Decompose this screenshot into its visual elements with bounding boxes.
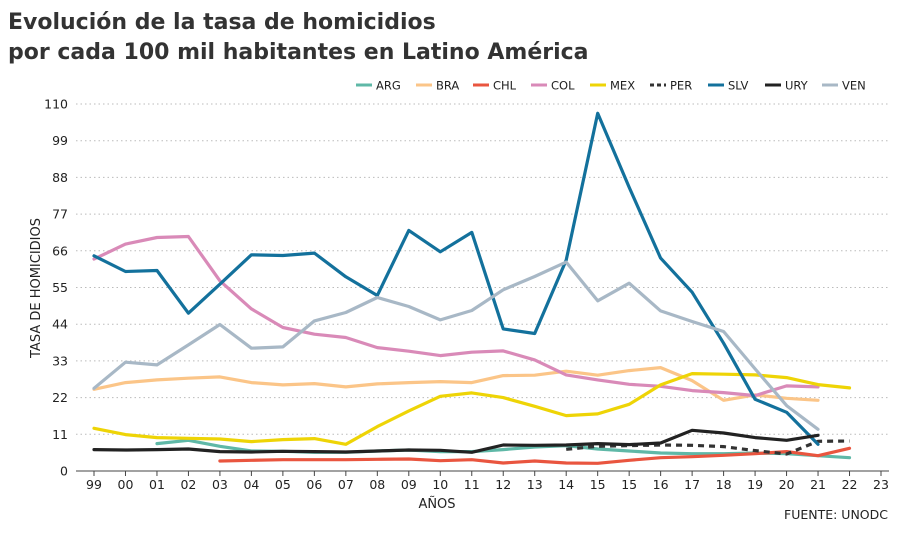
series-line-ury bbox=[92, 428, 820, 454]
x-tick-label: 08 bbox=[369, 477, 385, 492]
y-tick-label: 44 bbox=[52, 317, 68, 332]
series-line-slv bbox=[92, 111, 820, 446]
y-tick-label: 110 bbox=[44, 97, 68, 112]
series-line-ven bbox=[92, 260, 820, 431]
chart-title-line-1: Evolución de la tasa de homicidios bbox=[8, 10, 436, 35]
series-line-chl bbox=[218, 446, 852, 465]
x-tick-label: 14 bbox=[558, 477, 574, 492]
x-tick-label: 10 bbox=[432, 477, 448, 492]
legend-label-arg: ARG bbox=[376, 79, 401, 93]
x-axis-title: AÑOS bbox=[418, 496, 455, 512]
x-tick-label: 09 bbox=[401, 477, 417, 492]
series-line-mex bbox=[92, 372, 852, 446]
x-tick-label: 18 bbox=[716, 477, 732, 492]
x-tick-label: 17 bbox=[684, 477, 700, 492]
x-tick-label: 12 bbox=[495, 477, 511, 492]
gridlines bbox=[76, 103, 889, 435]
source-note: FUENTE: UNODC bbox=[784, 507, 888, 522]
x-tick-label: 00 bbox=[118, 477, 134, 492]
y-tick-label: 33 bbox=[52, 353, 68, 368]
series-line-bra bbox=[92, 366, 820, 402]
x-tick-label: 15 bbox=[590, 477, 606, 492]
series-line-per bbox=[566, 439, 850, 456]
y-axis-title: TASA DE HOMICIDIOS bbox=[29, 218, 44, 359]
legend-label-per: PER bbox=[670, 79, 692, 93]
x-axis-ticks: 99 00 01 02 03 04 05 06 07 08 09 10 11 12 13 14 15 15 16 17… bbox=[86, 471, 889, 492]
y-tick-label: 22 bbox=[52, 390, 68, 405]
legend-label-bra: BRA bbox=[436, 79, 459, 93]
legend-label-chl: CHL bbox=[493, 79, 517, 93]
y-tick-label: 66 bbox=[52, 243, 68, 258]
x-tick-label: 13 bbox=[527, 477, 543, 492]
legend-label-col: COL bbox=[551, 79, 575, 93]
x-tick-label: 04 bbox=[243, 477, 259, 492]
x-tick-label: 99 bbox=[86, 477, 102, 492]
chart-title-line-2: por cada 100 mil habitantes en Latino Am… bbox=[8, 40, 589, 65]
x-tick-label: 02 bbox=[180, 477, 196, 492]
legend-label-mex: MEX bbox=[610, 79, 635, 93]
x-tick-label: 01 bbox=[149, 477, 165, 492]
y-tick-label: 77 bbox=[52, 207, 68, 222]
y-tick-label: 99 bbox=[52, 133, 68, 148]
x-tick-label: 23 bbox=[873, 477, 889, 492]
x-tick-label: 06 bbox=[306, 477, 322, 492]
x-tick-label: 07 bbox=[338, 477, 354, 492]
x-tick-label: 11 bbox=[464, 477, 480, 492]
y-tick-label: 11 bbox=[52, 427, 68, 442]
x-tick-label: 19 bbox=[747, 477, 763, 492]
y-axis-ticks: 0 11 22 33 44 55 66 77 88 99 110 bbox=[44, 97, 68, 479]
y-tick-label: 88 bbox=[52, 170, 68, 185]
y-tick-label: 55 bbox=[52, 280, 68, 295]
series-line-col bbox=[92, 234, 820, 398]
x-tick-label: 21 bbox=[810, 477, 826, 492]
legend-label-ury: URY bbox=[785, 79, 809, 93]
legend-label-ven: VEN bbox=[842, 79, 866, 93]
x-tick-label: 22 bbox=[842, 477, 858, 492]
series-lines bbox=[92, 111, 852, 465]
legend: ARG BRA CHL COL MEX PER SLV URY VEN bbox=[356, 79, 866, 93]
x-tick-label: 20 bbox=[779, 477, 795, 492]
x-tick-label: 03 bbox=[212, 477, 228, 492]
y-tick-label: 0 bbox=[60, 464, 68, 479]
x-tick-label: 05 bbox=[275, 477, 291, 492]
x-tick-label: 16 bbox=[653, 477, 669, 492]
legend-label-slv: SLV bbox=[728, 79, 748, 93]
x-tick-label: 15 bbox=[621, 477, 637, 492]
